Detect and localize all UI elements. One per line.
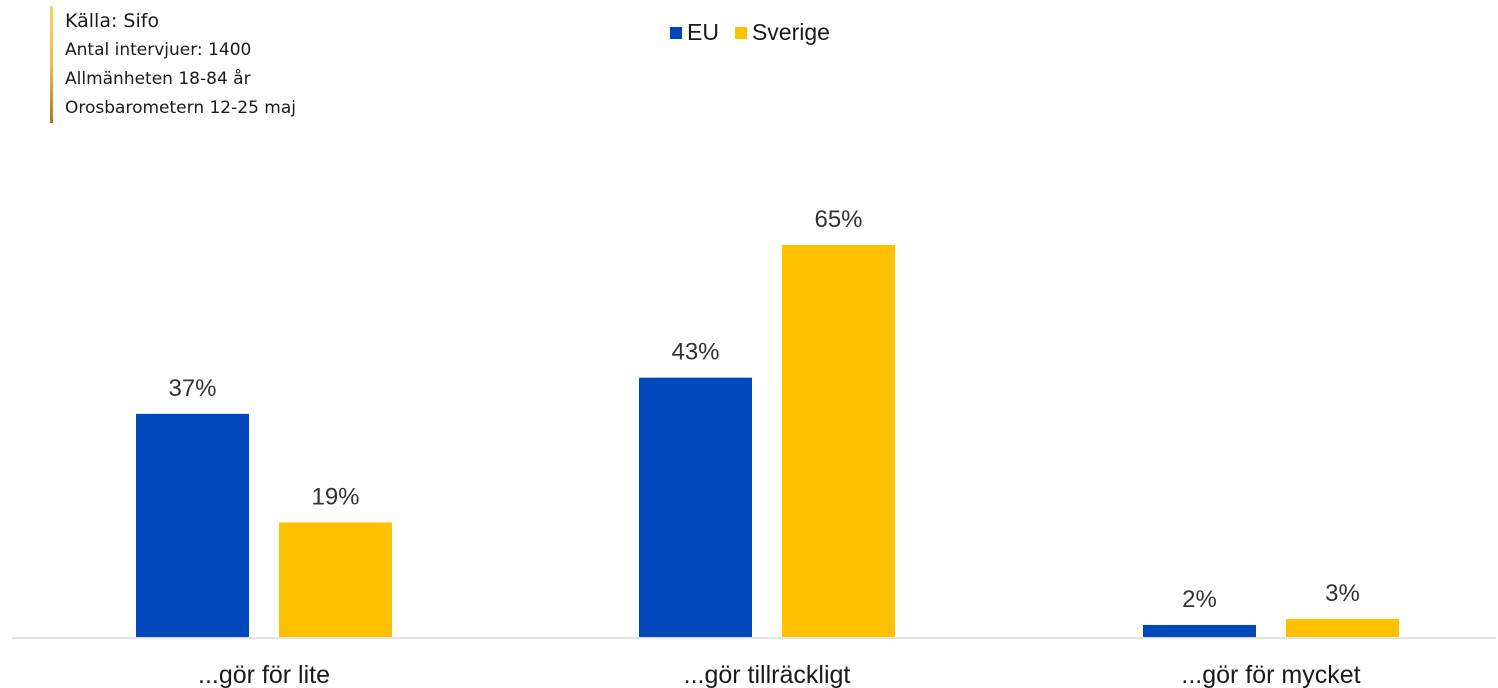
legend-item-sverige: Sverige bbox=[734, 19, 830, 46]
data-label-eu-2: 43% bbox=[671, 339, 719, 366]
bar-eu-1 bbox=[136, 413, 249, 637]
source-survey: Orosbarometern 12-25 maj bbox=[65, 98, 296, 118]
legend-item-eu: EU bbox=[670, 19, 719, 46]
source-title: Källa: Sifo bbox=[65, 10, 160, 32]
bar-eu-2 bbox=[639, 377, 752, 637]
source-interviews: Antal intervjuer: 1400 bbox=[65, 40, 252, 60]
bar-sverige-1 bbox=[279, 522, 392, 637]
data-label-eu-1: 37% bbox=[168, 375, 216, 402]
legend-swatch-eu bbox=[670, 26, 682, 39]
category-label-3: ...gör för mycket bbox=[1181, 661, 1360, 688]
data-label-eu-3: 2% bbox=[1182, 586, 1217, 613]
data-label-sverige-1: 19% bbox=[311, 483, 359, 510]
legend-label-sverige: Sverige bbox=[751, 19, 830, 45]
bar-sverige-2 bbox=[782, 245, 895, 637]
legend-label-eu: EU bbox=[687, 19, 719, 45]
source-note: Källa: Sifo Antal intervjuer: 1400 Allmä… bbox=[50, 6, 296, 123]
bar-sverige-3 bbox=[1286, 618, 1399, 637]
data-label-sverige-2: 65% bbox=[814, 206, 862, 233]
source-population: Allmänheten 18-84 år bbox=[65, 69, 251, 89]
legend-swatch-sverige bbox=[734, 26, 747, 39]
category-label-1: ...gör för lite bbox=[198, 661, 330, 688]
chart-legend: EU Sverige bbox=[670, 19, 846, 46]
data-label-sverige-3: 3% bbox=[1325, 580, 1360, 607]
bar-eu-3 bbox=[1143, 624, 1256, 637]
category-label-2: ...gör tillräckligt bbox=[684, 661, 851, 688]
